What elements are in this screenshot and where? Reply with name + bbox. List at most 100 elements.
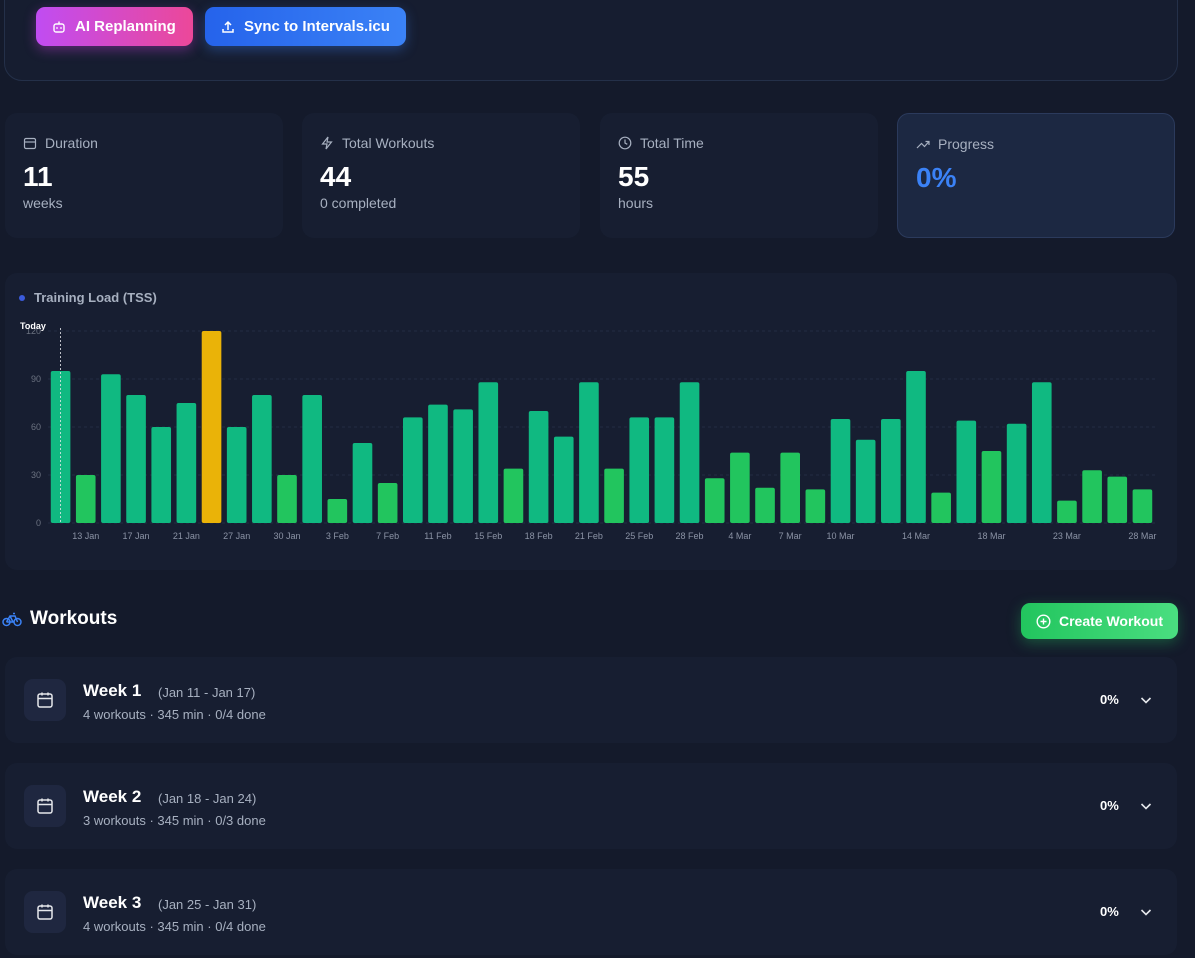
x-tick-label: 7 Feb: [376, 531, 399, 541]
plus-icon: [1036, 613, 1051, 629]
week-progress: 0%: [1100, 798, 1119, 813]
x-tick-label: 30 Jan: [273, 531, 300, 541]
stat-card: Total Workouts 44 0 completed: [302, 113, 580, 238]
bar: [679, 382, 700, 523]
bar: [176, 403, 197, 523]
bar: [981, 451, 1002, 523]
today-label: Today: [20, 321, 46, 331]
week-card[interactable]: Week 1 (Jan 11 - Jan 17) 4 workouts · 34…: [5, 657, 1177, 743]
x-tick-label: 3 Feb: [326, 531, 349, 541]
stat-label: Duration: [45, 135, 98, 151]
expand-chevron[interactable]: [1139, 799, 1153, 813]
y-tick-label: 30: [31, 470, 41, 480]
week-title: Week 3: [83, 893, 142, 912]
button-label: Sync to Intervals.icu: [244, 18, 390, 35]
bike-icon: [2, 612, 22, 627]
bar: [805, 489, 826, 523]
stat-label: Total Workouts: [342, 135, 435, 151]
bar: [830, 419, 851, 523]
stat-value: 55: [618, 161, 650, 192]
bar: [906, 371, 926, 523]
bar: [704, 478, 725, 523]
button-label: AI Replanning: [75, 18, 176, 35]
bar: [931, 492, 951, 523]
x-tick-label: 27 Jan: [223, 531, 250, 541]
bar: [855, 439, 876, 523]
bot-icon: [53, 21, 65, 33]
stat-sub: hours: [618, 195, 654, 211]
y-tick-label: 0: [36, 518, 41, 528]
x-tick-label: 10 Mar: [827, 531, 855, 541]
expand-chevron[interactable]: [1139, 905, 1153, 919]
stat-label: Progress: [938, 136, 995, 152]
bar: [1031, 382, 1052, 523]
bar: [126, 395, 146, 523]
chart: Training Load (TSS) 0 30 60 90 120 13 Jan 17 J…: [19, 290, 1156, 541]
workouts-heading: Workouts: [2, 608, 117, 630]
x-tick-label: 13 Jan: [72, 531, 99, 541]
bar: [151, 427, 172, 523]
trend-icon: [916, 140, 930, 149]
create-workout-button[interactable]: Create Workout: [1021, 603, 1178, 639]
stat-card: Duration 11 weeks: [5, 113, 283, 238]
x-tick-label: 14 Mar: [902, 531, 930, 541]
bar: [402, 417, 423, 523]
bar: [453, 409, 473, 523]
x-tick-label: 21 Jan: [173, 531, 200, 541]
bar: [881, 419, 901, 523]
week-summary: 4 workouts · 345 min · 0/4 done: [83, 707, 266, 722]
bar: [629, 417, 650, 523]
button-label: Create Workout: [1059, 613, 1163, 629]
sync-button[interactable]: Sync to Intervals.icu: [205, 7, 406, 46]
week-range: (Jan 11 - Jan 17): [158, 685, 256, 700]
week-icon: [24, 891, 66, 933]
expand-chevron[interactable]: [1139, 693, 1153, 707]
bar: [352, 443, 373, 523]
week-range: (Jan 25 - Jan 31): [158, 897, 257, 912]
bar: [50, 371, 71, 523]
bar: [956, 420, 977, 523]
week-range: (Jan 18 - Jan 24): [158, 791, 257, 806]
y-tick-label: 120: [26, 326, 41, 336]
stat-card: Total Time 55 hours: [600, 113, 878, 238]
x-tick-label: 7 Mar: [779, 531, 802, 541]
bar: [1057, 500, 1077, 523]
x-tick-label: 21 Feb: [575, 531, 603, 541]
bar: [201, 331, 222, 523]
x-tick-label: 15 Feb: [474, 531, 502, 541]
week-card[interactable]: Week 2 (Jan 18 - Jan 24) 3 workouts · 34…: [5, 763, 1177, 849]
ai-replanning-button[interactable]: AI Replanning: [36, 7, 193, 46]
stat-label: Total Time: [640, 135, 704, 151]
chart-title: Training Load (TSS): [34, 290, 157, 305]
bar: [1132, 489, 1153, 523]
bar: [101, 374, 121, 523]
bar: [604, 468, 624, 523]
bar: [377, 483, 398, 523]
plan-header-card: [4, 0, 1178, 81]
bar: [553, 436, 574, 523]
week-summary: 3 workouts · 345 min · 0/3 done: [83, 813, 266, 828]
week-title: Week 2: [83, 787, 142, 806]
bolt-icon: [321, 136, 333, 150]
clock-icon: [618, 136, 632, 150]
bar: [1107, 476, 1128, 523]
chart-card: Training Load (TSS) 0 30 60 90 120 13 Jan 17 J…: [5, 273, 1177, 570]
bar: [1082, 470, 1102, 523]
week-card[interactable]: Week 3 (Jan 25 - Jan 31) 4 workouts · 34…: [5, 869, 1177, 955]
legend-dot: [19, 295, 25, 301]
upload-icon: [222, 20, 234, 33]
stat-value: 44: [320, 161, 352, 192]
bar: [730, 452, 750, 523]
week-progress: 0%: [1100, 904, 1119, 919]
bar: [755, 487, 775, 523]
x-tick-label: 11 Feb: [424, 531, 451, 541]
y-tick-label: 90: [31, 374, 41, 384]
week-icon: [24, 679, 66, 721]
bar: [428, 404, 448, 523]
bar: [579, 382, 599, 523]
section-title: Workouts: [30, 608, 118, 629]
x-tick-label: 4 Mar: [728, 531, 751, 541]
y-tick-label: 60: [31, 422, 41, 432]
